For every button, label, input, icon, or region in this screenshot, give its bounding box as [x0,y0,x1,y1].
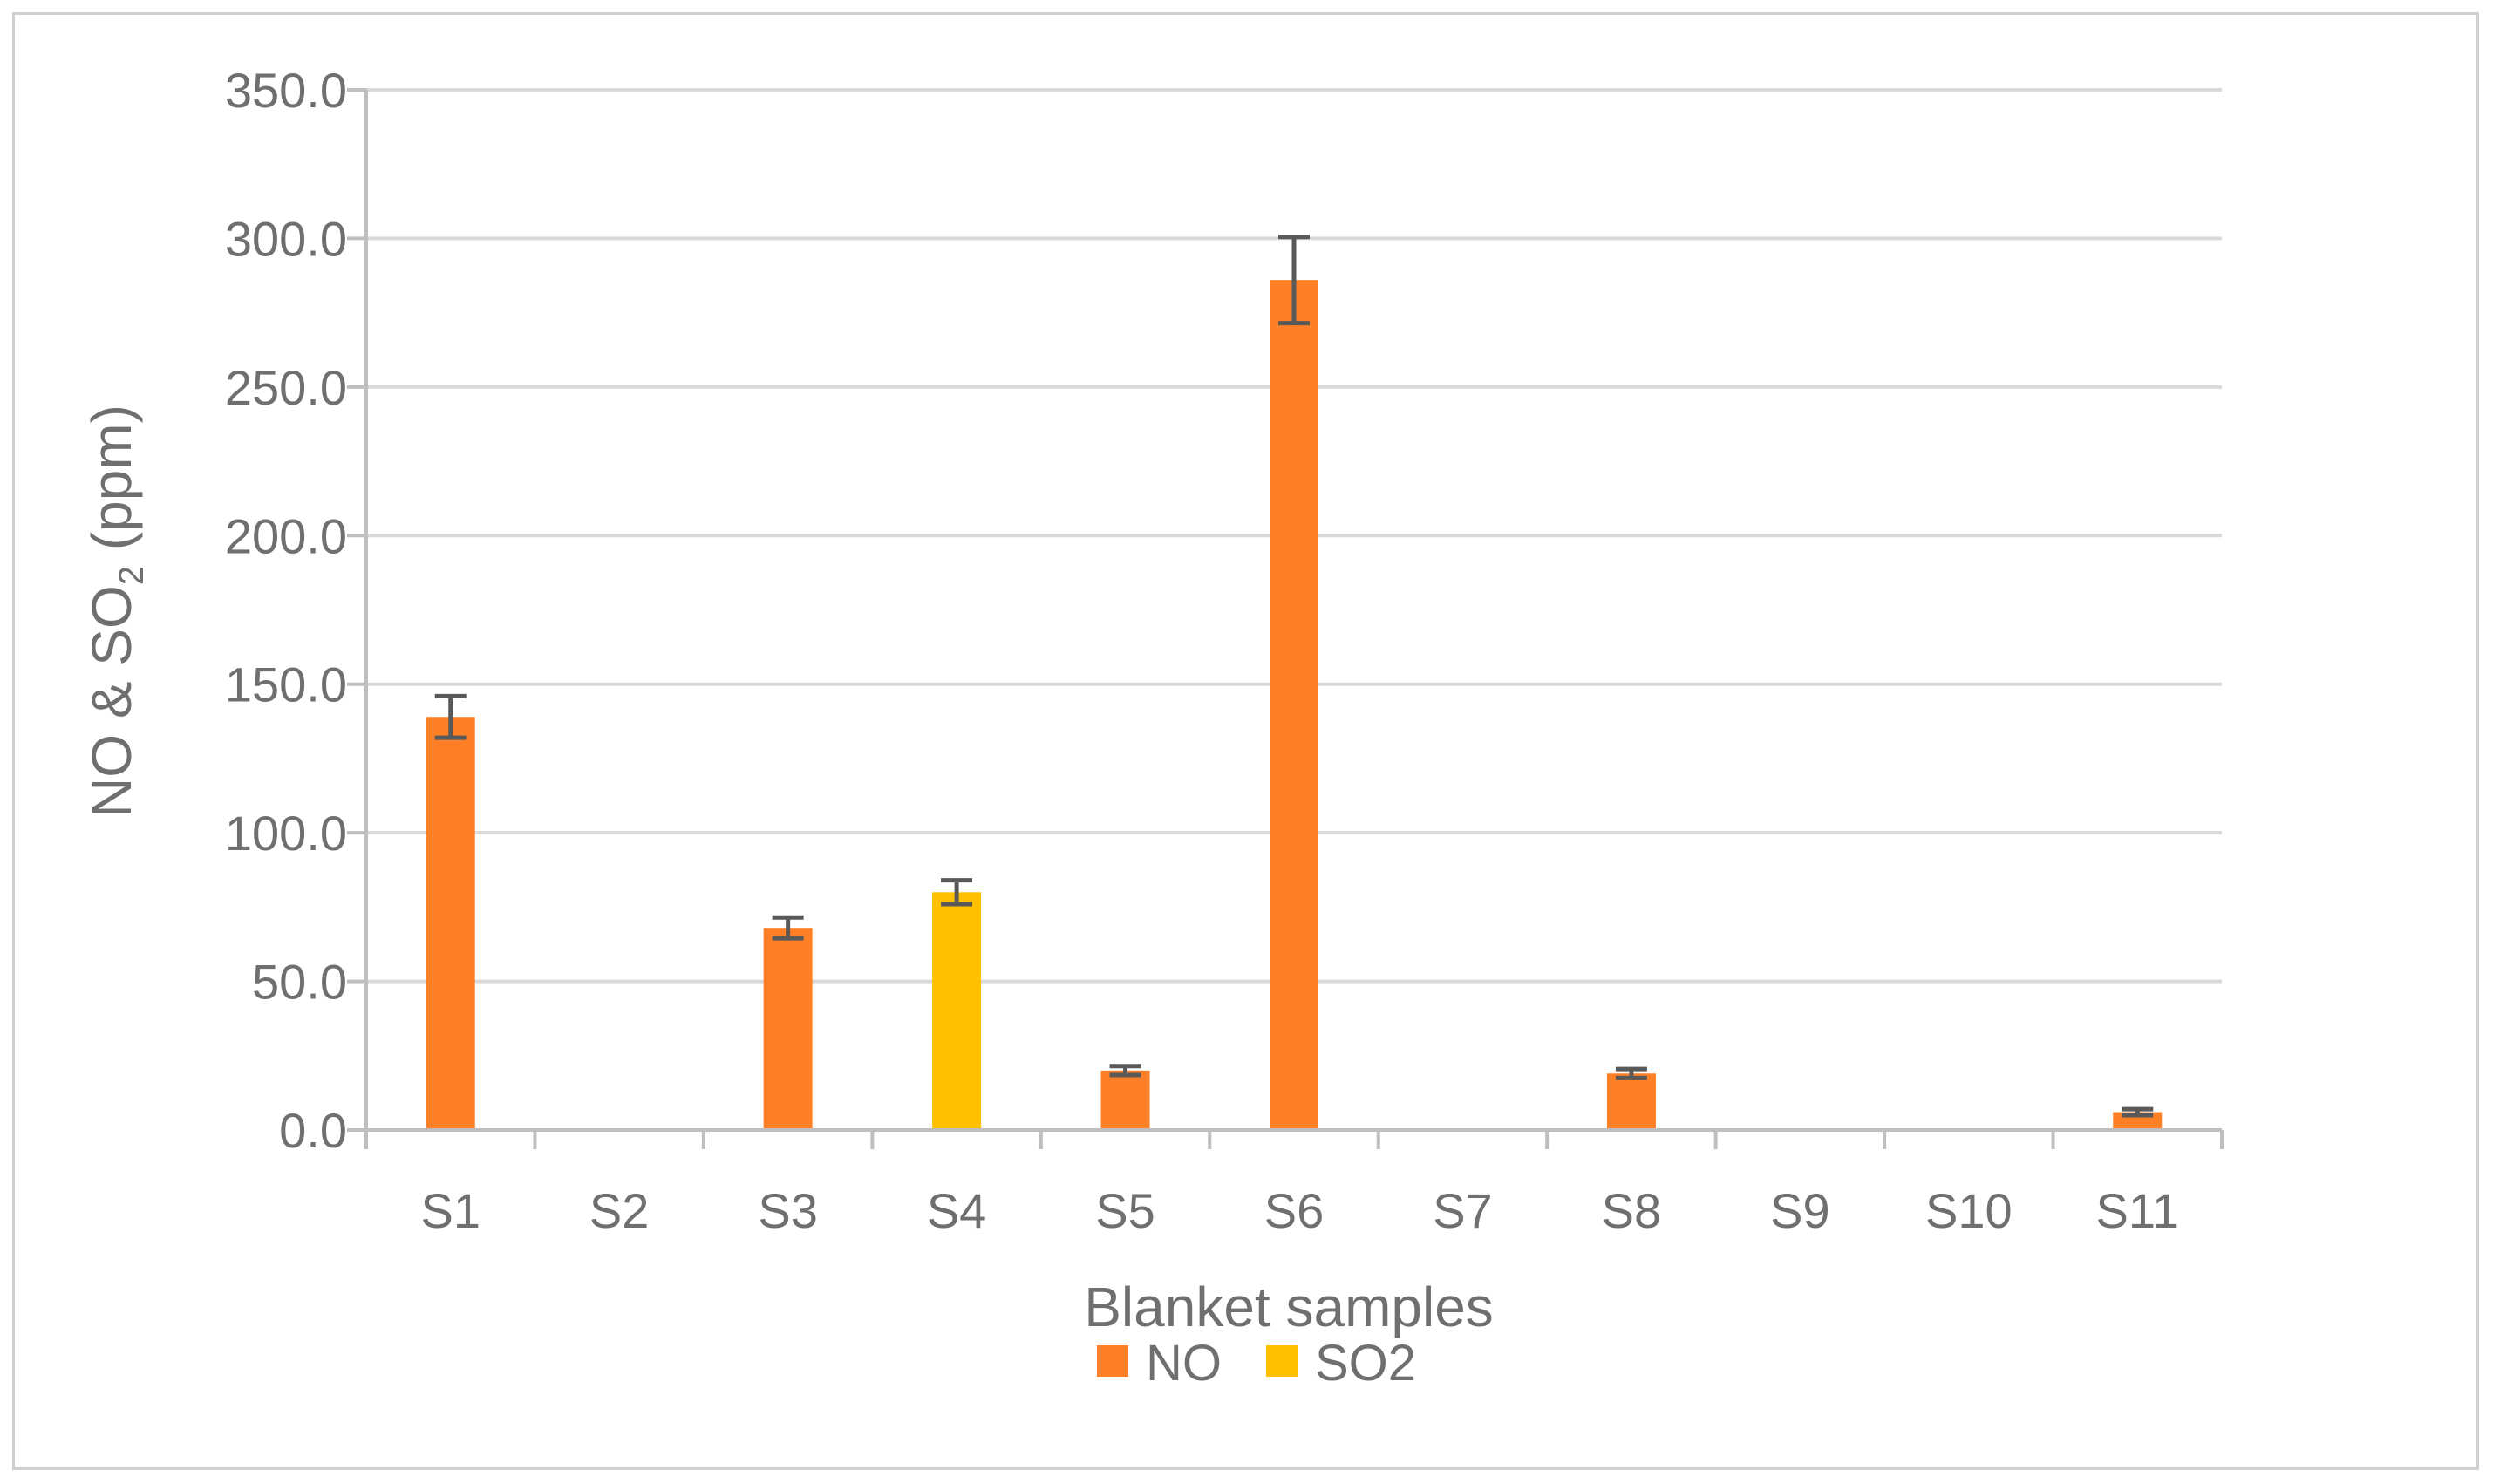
error-bar-s11 [2122,1106,2154,1118]
y-axis-title-main: NO & SO [80,585,143,818]
y-tick-label: 200.0 [225,508,347,563]
error-bar-s4 [941,878,973,907]
legend-label-so2: SO2 [1315,1335,1416,1392]
bar-no-s3 [763,928,813,1130]
x-tick-label: S1 [420,1183,480,1238]
y-tick-label: 300.0 [225,211,347,266]
bar-so2-s4 [932,892,982,1130]
y-axis-title-unit: (ppm) [80,405,143,566]
x-tick-label: S5 [1095,1183,1155,1238]
legend-label-no: NO [1146,1335,1222,1392]
x-tick-label: S4 [927,1183,987,1238]
x-tick-labels: S1 S2 S3 S4 S5 S6 S7 S8 S9 S10 S11 [420,1183,2179,1238]
x-tick-label: S7 [1433,1183,1493,1238]
error-bar-s3 [772,915,804,941]
x-tick-label: S8 [1602,1183,1662,1238]
bar-no-s1 [426,717,475,1130]
legend: NO SO2 [1097,1335,1416,1392]
x-tick-label: S2 [589,1183,650,1238]
y-tick-label: 150.0 [225,657,347,712]
x-tick-label: S3 [758,1183,818,1238]
y-axis-title: NO & SO2 (ppm) [80,405,151,818]
legend-swatch-so2 [1266,1345,1298,1377]
x-tick-label: S11 [2096,1183,2179,1238]
error-bar-s5 [1109,1064,1141,1078]
error-bar-s1 [434,693,467,740]
y-tick-label: 100.0 [225,806,347,861]
error-bars [434,235,2154,1118]
x-tick-label: S6 [1264,1183,1325,1238]
y-tick-label: 50.0 [252,955,347,1010]
x-tick-label: S10 [1925,1183,2013,1238]
bar-no-s6 [1270,280,1318,1130]
error-bar-s8 [1615,1066,1647,1080]
y-tick-labels: 0.0 50.0 100.0 150.0 200.0 250.0 300.0 350.0 [225,63,347,1158]
legend-swatch-no [1097,1345,1128,1377]
bar-no-s8 [1606,1073,1656,1130]
error-bar-s6 [1278,235,1310,326]
y-tick-label: 350.0 [225,63,347,118]
chart-frame [12,12,2479,1470]
y-tick-label: 0.0 [279,1103,347,1158]
bars [426,280,2163,1130]
axes [347,88,2224,1149]
y-tick-label: 250.0 [225,360,347,415]
x-axis-title: Blanket samples [1084,1276,1494,1338]
x-tick-label: S9 [1770,1183,1830,1238]
y-axis-title-subscript: 2 [112,566,151,585]
bar-no-s5 [1100,1070,1150,1130]
